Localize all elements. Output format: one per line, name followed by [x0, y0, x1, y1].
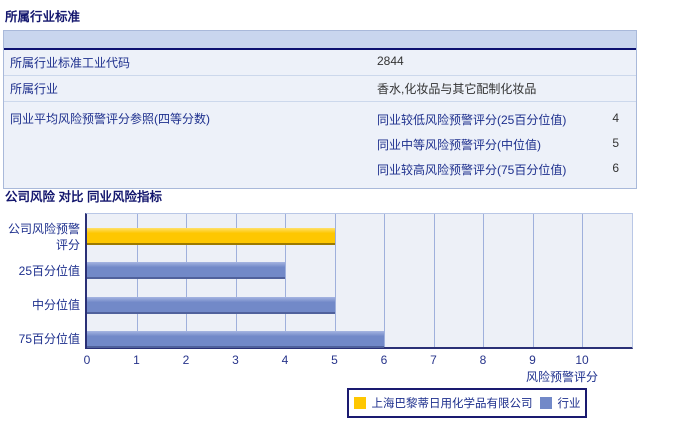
gridline-x3: [235, 214, 237, 347]
row-label-peer-average: 同业平均风险预警评分参照(四等分数): [10, 112, 210, 126]
bar-industry-1: [87, 262, 285, 280]
x-tick-label: 1: [133, 353, 140, 367]
subrow-value: 5: [612, 136, 619, 150]
bar-industry-2: [87, 296, 335, 314]
subrow-medium-risk: 同业中等风险预警评分(中位值) 5: [377, 132, 636, 157]
bar-company-0: [87, 228, 335, 245]
row-label-industry-code: 所属行业标准工业代码: [10, 56, 131, 70]
subrow-label: 同业较高风险预警评分(75百分位值): [377, 163, 567, 177]
subrow-label: 同业较低风险预警评分(25百分位值): [377, 113, 567, 127]
gridline-x8: [483, 214, 484, 347]
section-title-company-vs-peer: 公司风险 对比 同业风险指标: [5, 190, 162, 204]
x-tick-label: 4: [281, 353, 289, 367]
gridline-x4: [285, 214, 286, 347]
legend-label: 上海巴黎蒂日用化学品有限公司: [371, 398, 533, 410]
gridline-x5: [334, 214, 336, 347]
industry-standard-table: 所属行业标准工业代码 2844 所属行业 香水,化妆品与其它配制化妆品 同业平均…: [3, 30, 637, 189]
gridline-x9: [532, 214, 534, 347]
y-category-label: 75百分位值: [18, 332, 80, 347]
table-row: 同业平均风险预警评分参照(四等分数) 同业较低风险预警评分(25百分位值) 4 …: [4, 102, 636, 188]
subrow-low-risk: 同业较低风险预警评分(25百分位值) 4: [377, 107, 636, 132]
gridline-x2: [186, 214, 187, 347]
x-tick-label: 9: [529, 353, 536, 367]
row-value-industry: 香水,化妆品与其它配制化妆品: [377, 82, 537, 96]
gridline-x10: [582, 214, 583, 347]
x-tick-label: 6: [380, 353, 388, 367]
table-row: 所属行业标准工业代码 2844: [4, 50, 636, 76]
gridline-x6: [384, 214, 385, 347]
x-tick-label: 3: [232, 353, 239, 367]
subrow-value: 4: [612, 111, 619, 125]
chart-legend: 上海巴黎蒂日用化学品有限公司 行业: [347, 388, 587, 418]
x-axis-title: 风险预警评分: [525, 370, 598, 384]
subrow-label: 同业中等风险预警评分(中位值): [377, 138, 541, 152]
x-tick-label: 7: [430, 353, 437, 367]
y-category-label: 中分位值: [31, 298, 80, 313]
gridline-x7: [433, 214, 435, 347]
table-header-band: [4, 30, 636, 50]
section-title-industry-standard: 所属行业标准: [5, 10, 81, 24]
x-tick-label: 10: [575, 353, 589, 367]
bar-industry-3: [87, 330, 384, 348]
chart-plot-area: [85, 213, 633, 349]
row-value-industry-code: 2844: [377, 54, 404, 68]
x-tick-label: 5: [331, 353, 338, 367]
x-tick-label: 8: [479, 353, 487, 367]
legend-label: 行业: [557, 398, 581, 410]
legend-swatch-icon: [539, 397, 552, 409]
row-label-industry: 所属行业: [10, 82, 59, 96]
x-tick-label: 0: [83, 353, 91, 367]
peer-score-subrows: 同业较低风险预警评分(25百分位值) 4 同业中等风险预警评分(中位值) 5 同…: [377, 102, 636, 188]
legend-swatch-icon: [353, 397, 366, 409]
gridline-x1: [136, 214, 138, 347]
legend-item-company: 上海巴黎蒂日用化学品有限公司: [353, 395, 533, 411]
y-category-label: 25百分位值: [18, 263, 80, 278]
subrow-high-risk: 同业较高风险预警评分(75百分位值) 6: [377, 157, 636, 182]
subrow-value: 6: [612, 161, 619, 175]
legend-item-industry: 行业: [539, 395, 581, 411]
table-row: 所属行业 香水,化妆品与其它配制化妆品: [4, 76, 636, 102]
x-tick-label: 2: [182, 353, 190, 367]
y-category-label: 公司风险预警评分: [7, 221, 80, 252]
